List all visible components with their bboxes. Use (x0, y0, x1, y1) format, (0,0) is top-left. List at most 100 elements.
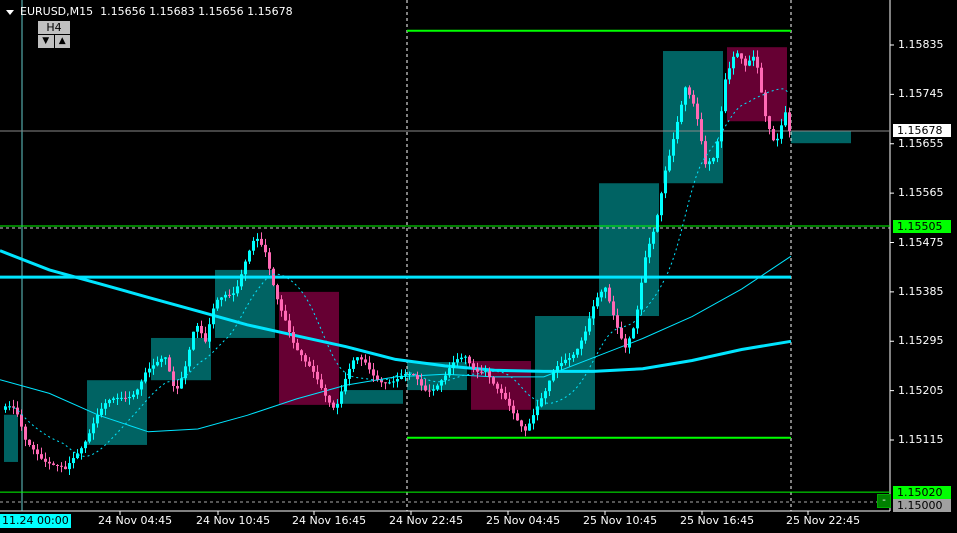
candle-body (84, 441, 87, 449)
candle-body (24, 426, 27, 440)
candle-body (604, 287, 607, 292)
candle-body (432, 389, 435, 391)
candle-body (376, 375, 379, 380)
x-start-label: 11.24 00:00 (0, 514, 71, 528)
candle-body (608, 287, 611, 302)
candle-body (496, 383, 499, 389)
candle-body (216, 299, 219, 309)
candle-body (372, 369, 375, 376)
candle-body (452, 362, 455, 369)
candle-body (384, 382, 387, 384)
candle-body (652, 231, 655, 244)
candle-body (720, 111, 723, 142)
candle-body (288, 320, 291, 333)
timeframe-up-icon[interactable]: ▲ (54, 35, 70, 48)
candle-body (88, 433, 91, 442)
candle-body (744, 58, 747, 66)
candle-body (72, 458, 75, 464)
candle-body (488, 371, 491, 378)
candle-body (776, 138, 779, 141)
candle-body (584, 331, 587, 341)
level-tag-2: 1.15020 (893, 486, 951, 499)
candle-body (424, 385, 427, 391)
h4-candle (279, 291, 339, 405)
current-price-tag: 1.15678 (893, 124, 951, 137)
candle-body (708, 161, 711, 165)
candle-body (760, 67, 763, 93)
candle-body (516, 413, 519, 421)
candle-body (168, 357, 171, 372)
candle-body (552, 371, 555, 381)
candle-body (16, 407, 19, 415)
candle-body (548, 380, 551, 392)
candle-body (644, 257, 647, 283)
slow-moving-average (0, 249, 792, 373)
candle-body (532, 415, 535, 424)
candle-body (572, 354, 575, 359)
candle-body (520, 420, 523, 427)
candle-body (464, 356, 467, 358)
candle-body (48, 461, 51, 464)
minimize-button[interactable]: - (877, 494, 891, 508)
candle-body (308, 361, 311, 366)
candle-body (396, 378, 399, 382)
candle-body (616, 315, 619, 328)
candle-body (696, 103, 699, 120)
candle-body (592, 306, 595, 319)
candle-body (588, 318, 591, 332)
candle-body (28, 439, 31, 445)
level-tag-1: 1.15505 (893, 220, 951, 233)
candle-body (92, 423, 95, 434)
candle-body (596, 297, 599, 307)
menu-triangle-icon[interactable] (6, 9, 14, 15)
candle-body (44, 458, 47, 462)
candle-body (472, 363, 475, 369)
candle-body (788, 112, 791, 132)
candle-body (512, 405, 515, 414)
candle-body (160, 358, 163, 362)
candle-body (436, 385, 439, 390)
candle-body (648, 243, 651, 258)
candle-body (164, 357, 167, 359)
candle-body (36, 449, 39, 455)
candle-body (612, 301, 615, 316)
signal-moving-average (3, 88, 789, 457)
fast-moving-average (0, 255, 792, 433)
candle-body (676, 121, 679, 140)
candle-body (296, 342, 299, 351)
candle-body (12, 406, 15, 408)
candle-body (668, 155, 671, 171)
candle-body (140, 381, 143, 390)
candle-body (764, 92, 767, 117)
candle-body (640, 282, 643, 310)
candle-body (468, 356, 471, 364)
candle-body (240, 274, 243, 287)
candle-body (728, 68, 731, 80)
bottom-price-tag: 1.15000 (893, 499, 951, 512)
timeframe-down-icon[interactable]: ▼ (38, 35, 54, 48)
candle-body (312, 365, 315, 372)
candle-body (680, 104, 683, 122)
chart-header: EURUSD,M15 1.15656 1.15683 1.15656 1.156… (6, 5, 293, 18)
candle-body (52, 463, 55, 465)
h4-candle (4, 414, 18, 462)
candle-body (444, 375, 447, 381)
candle-body (172, 371, 175, 386)
x-tick-label: 24 Nov 16:45 (292, 514, 367, 527)
candle-body (68, 463, 71, 470)
candle-body (180, 378, 183, 389)
y-tick-label: 1.15115 (898, 433, 944, 446)
candle-body (528, 423, 531, 431)
timeframe-button[interactable]: H4 (38, 21, 70, 34)
candle-body (628, 338, 631, 348)
candle-body (748, 60, 751, 66)
candle-body (112, 398, 115, 400)
candle-body (620, 327, 623, 339)
candle-body (684, 87, 687, 105)
candle-body (104, 403, 107, 409)
candle-body (56, 464, 59, 466)
candle-body (712, 157, 715, 162)
candle-body (740, 53, 743, 59)
candle-body (360, 357, 363, 360)
